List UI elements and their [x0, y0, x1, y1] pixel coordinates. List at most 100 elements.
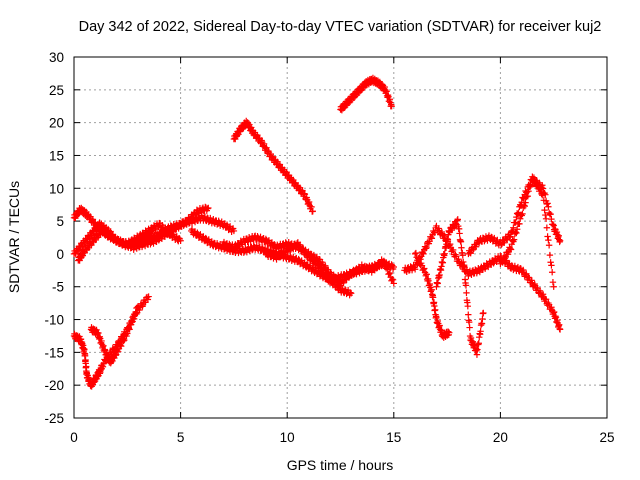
series-arc-15 — [465, 174, 564, 258]
data-point — [523, 193, 530, 201]
y-tick-label: 20 — [49, 116, 64, 131]
data-point — [111, 347, 118, 355]
data-point — [537, 186, 544, 193]
data-point — [446, 329, 453, 336]
data-point — [130, 315, 138, 323]
data-point — [460, 261, 468, 269]
data-point — [523, 270, 530, 277]
data-point — [544, 200, 551, 207]
data-point — [262, 235, 270, 243]
data-point — [322, 269, 329, 277]
y-tick-label: 25 — [49, 83, 64, 98]
data-point — [316, 262, 324, 269]
data-point — [520, 194, 527, 202]
data-point — [260, 140, 268, 147]
data-point — [386, 270, 393, 278]
data-point — [479, 315, 486, 323]
data-point — [102, 357, 110, 365]
data-point — [295, 255, 302, 263]
plot-frame — [73, 56, 608, 419]
data-point — [133, 310, 140, 318]
data-point — [550, 283, 557, 290]
x-tick-label: 10 — [280, 430, 295, 445]
data-point — [534, 181, 541, 188]
data-point — [177, 237, 184, 244]
data-point — [516, 220, 523, 228]
data-point — [263, 144, 270, 151]
data-point — [501, 239, 508, 246]
data-point — [544, 233, 551, 240]
data-point — [347, 290, 355, 297]
data-point — [507, 246, 515, 253]
data-point — [305, 198, 313, 206]
series-arc-12 — [401, 222, 564, 333]
data-point — [127, 321, 135, 328]
data-point — [506, 233, 513, 241]
data-point — [556, 326, 564, 333]
data-point — [99, 363, 107, 370]
data-point — [539, 291, 547, 298]
data-point — [501, 255, 509, 262]
data-point — [186, 217, 194, 224]
data-point — [517, 211, 525, 218]
data-point — [384, 266, 391, 273]
data-series — [70, 74, 564, 390]
y-tick-label: -25 — [44, 411, 64, 426]
data-point — [547, 259, 554, 266]
data-point — [415, 255, 423, 263]
data-point — [441, 250, 448, 257]
data-point — [301, 190, 308, 197]
data-point — [545, 242, 553, 249]
axis-ticks: 0 5 10 15 20 25 -25 -20 -15 -10 -5 0 5 10 15 20 25 30 — [44, 50, 614, 445]
data-point — [204, 205, 211, 212]
data-point — [520, 266, 527, 274]
data-point — [545, 209, 553, 217]
data-point — [529, 173, 536, 180]
data-point — [117, 237, 124, 245]
data-point — [309, 208, 316, 215]
series-arc-13 — [411, 249, 453, 341]
data-point — [513, 229, 520, 237]
data-point — [202, 234, 209, 242]
series-arc-5 — [87, 303, 142, 367]
data-point — [276, 161, 284, 168]
series-arc-3 — [75, 203, 212, 264]
data-point — [423, 244, 430, 252]
data-point — [462, 282, 470, 289]
data-point — [526, 183, 534, 191]
data-point — [340, 279, 347, 287]
data-point — [472, 243, 480, 250]
data-point — [205, 204, 212, 212]
data-point — [160, 232, 168, 240]
data-point — [513, 213, 520, 221]
data-point — [419, 249, 426, 257]
data-point — [547, 210, 554, 218]
data-point — [461, 267, 468, 275]
data-point — [510, 224, 517, 231]
data-point — [144, 296, 152, 303]
data-point — [119, 335, 126, 342]
data-point — [540, 197, 548, 204]
data-point — [420, 250, 427, 258]
data-point — [390, 263, 397, 271]
data-point — [268, 240, 275, 247]
data-point — [456, 230, 463, 237]
data-point — [380, 257, 388, 265]
x-tick-label: 25 — [599, 430, 614, 445]
data-point — [230, 227, 238, 235]
data-point — [389, 276, 397, 284]
series-arc-14 — [433, 216, 487, 358]
series-arc-2 — [70, 219, 184, 258]
data-point — [524, 192, 532, 200]
data-point — [542, 211, 549, 219]
data-point — [509, 237, 516, 244]
data-point — [527, 182, 535, 189]
data-point — [548, 262, 555, 269]
data-point — [389, 262, 396, 269]
data-point — [469, 246, 477, 254]
data-point — [299, 245, 307, 252]
data-point — [105, 354, 112, 361]
data-point — [466, 324, 473, 331]
data-point — [86, 235, 93, 242]
data-point — [457, 238, 465, 245]
